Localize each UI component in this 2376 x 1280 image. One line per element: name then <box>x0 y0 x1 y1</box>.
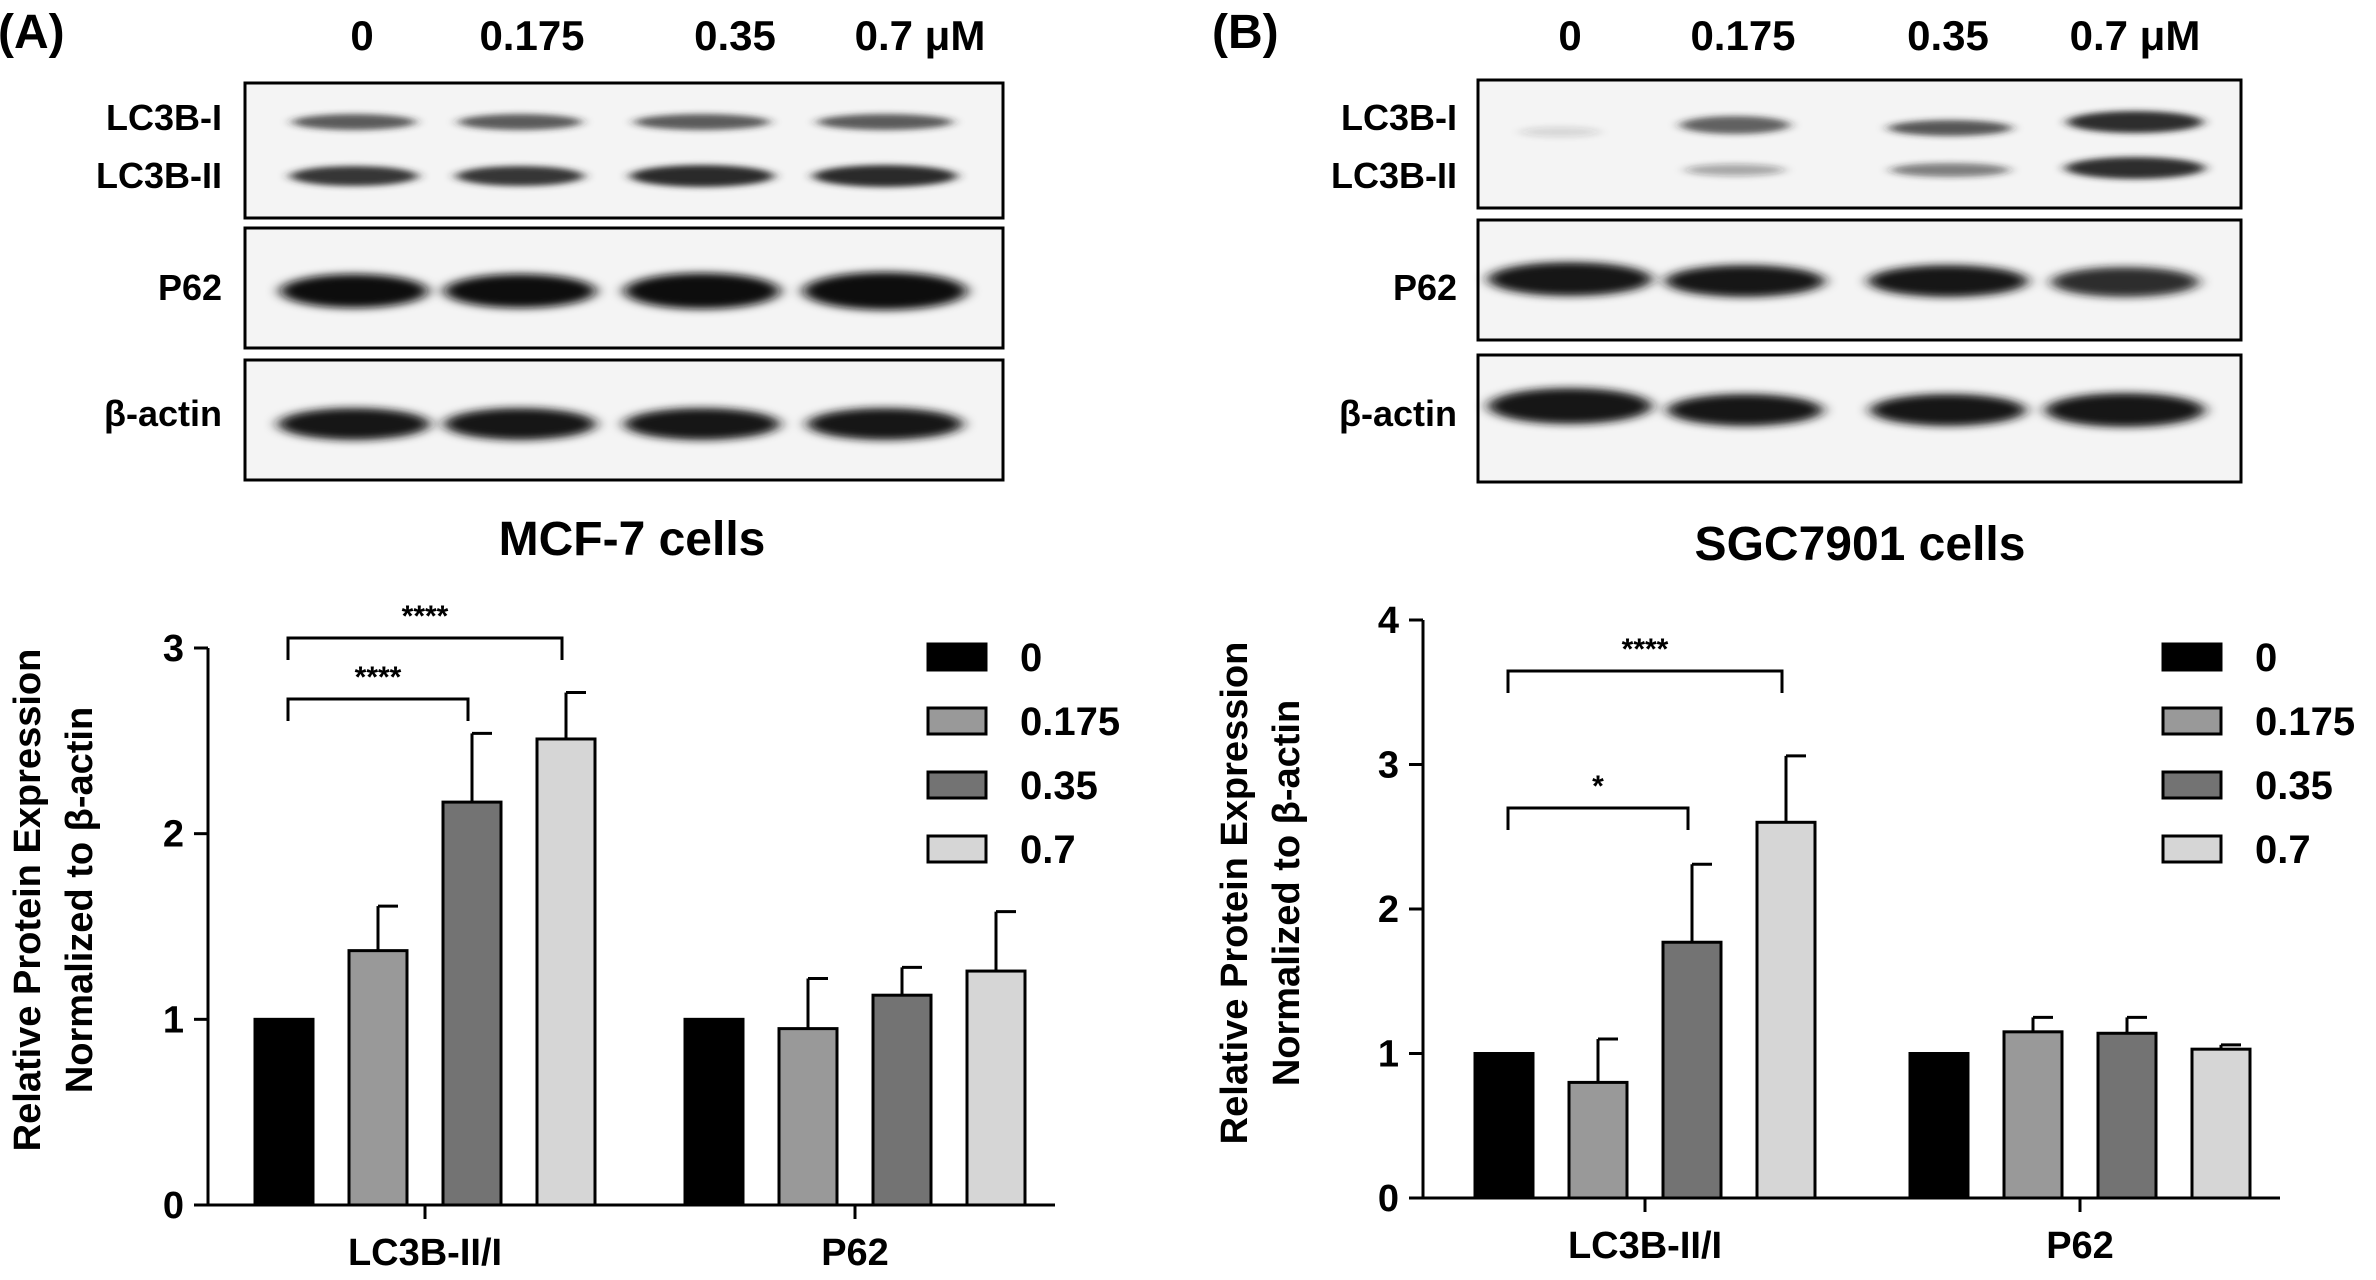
panel-a-bar-lc3biii-0 <box>253 1017 315 1207</box>
panel-a-significance-bracket <box>286 636 564 660</box>
panel-a-label-lc3bi: LC3B-I <box>106 97 222 138</box>
panel-a-legend-swatch-0_7 <box>926 834 988 864</box>
panel-b-significance-bracket <box>1506 669 1784 693</box>
panel-b-lc3b-blot <box>1476 78 2243 210</box>
panel-b-bar-p62-0_35 <box>2096 1031 2158 1200</box>
panel-b-xtick-label: LC3B-II/I <box>1568 1225 1722 1267</box>
panel-b-ytick-label: 4 <box>1378 600 1399 642</box>
panel-a-significance-bracket <box>286 697 470 721</box>
panel-b-conc-3: 0.7 μM <box>2070 12 2201 59</box>
panel-b-label-lc3bii: LC3B-II <box>1331 155 1457 196</box>
panel-b-legend-label: 0.175 <box>2255 700 2355 744</box>
panel-b-bar-p62-0_175 <box>2002 1030 2064 1200</box>
panel-b-significance-label: * <box>1592 770 1604 803</box>
panel-a-label-p62: P62 <box>158 267 222 308</box>
panel-b-label-actin: β-actin <box>1339 393 1457 434</box>
panel-b-bar-p62-0_7 <box>2190 1047 2252 1200</box>
panel-a-legend-swatch-0 <box>926 642 988 672</box>
panel-b-conc-2: 0.35 <box>1907 12 1989 59</box>
panel-b-significance-label: **** <box>1622 633 1669 666</box>
panel-b-title: SGC7901 cells <box>1695 518 2026 571</box>
panel-a-actin-blot <box>243 358 1005 482</box>
panel-b-blot: (B) 0 0.175 0.35 0.7 μM LC3B-I LC3B-II P… <box>1212 6 2243 484</box>
panel-b-xtick-label: P62 <box>2046 1225 2114 1267</box>
panel-b-ylabel-line2: Normalized to β-actin <box>1266 700 1308 1086</box>
panel-a-bar-chart: 0 1 2 3 LC3B-II/I P62 ******** 0 0.175 0.35 0.7 <box>163 600 1120 1274</box>
panel-a-xtick-label: P62 <box>821 1232 889 1274</box>
panel-b-bar-lc3biii-0_175 <box>1567 1080 1629 1200</box>
panel-a-label-lc3bii: LC3B-II <box>96 155 222 196</box>
panel-a-significance-label: **** <box>355 661 402 694</box>
panel-a-bar-p62-0_175 <box>777 1027 839 1207</box>
panel-b-ytick-label: 0 <box>1378 1178 1399 1220</box>
panel-a-bar-lc3biii-0_7 <box>535 737 597 1207</box>
panel-a-conc-2: 0.35 <box>694 12 776 59</box>
panel-a-ytick-label: 2 <box>163 814 184 856</box>
panel-b-bar-lc3biii-0 <box>1473 1052 1535 1200</box>
panel-b-ytick-label: 2 <box>1378 889 1399 931</box>
panel-b-legend-swatch-0_35 <box>2161 770 2223 800</box>
panel-a-conc-0: 0 <box>350 12 373 59</box>
panel-a-p62-blot <box>243 226 1005 350</box>
panel-a-bar-p62-0_7 <box>965 969 1027 1207</box>
panel-b-conc-0: 0 <box>1558 12 1581 59</box>
panel-b-legend-swatch-0_175 <box>2161 706 2223 736</box>
panel-b-ytick-label: 3 <box>1378 745 1399 787</box>
panel-b-bar-lc3biii-0_35 <box>1661 940 1723 1200</box>
panel-a-ytick-label: 0 <box>163 1185 184 1227</box>
panel-a-legend-swatch-0_175 <box>926 706 988 736</box>
panel-a-ylabel: Relative Protein Expression Normalized t… <box>7 649 101 1152</box>
panel-a-legend-swatch-0_35 <box>926 770 988 800</box>
panel-b-bar-lc3biii-0_7 <box>1755 820 1817 1200</box>
panel-b-legend-swatch-0_7 <box>2161 834 2223 864</box>
panel-a-bar-lc3biii-0_175 <box>347 949 409 1207</box>
panel-b-bar-p62-0 <box>1908 1052 1970 1200</box>
panel-b-label-lc3bi: LC3B-I <box>1341 97 1457 138</box>
panel-a-bar-lc3biii-0_35 <box>441 800 503 1207</box>
panel-a-conc-3: 0.7 μM <box>855 12 986 59</box>
panel-a-bar-p62-0 <box>683 1017 745 1207</box>
panel-a-label: (A) <box>0 6 65 59</box>
panel-a-legend-label: 0 <box>1020 636 1042 680</box>
panel-a-blot: (A) 0 0.175 0.35 0.7 μM LC3B-I LC3B-II P… <box>0 6 1005 482</box>
panel-b-ylabel-line1: Relative Protein Expression <box>1214 642 1256 1145</box>
panel-a-lc3b-blot <box>243 81 1005 220</box>
panel-a-legend-label: 0.7 <box>1020 828 1076 872</box>
panel-b-actin-blot <box>1476 353 2243 484</box>
panel-a-ylabel-line2: Normalized to β-actin <box>59 707 101 1093</box>
panel-a-significance-label: **** <box>402 600 449 633</box>
panel-a-ytick-label: 3 <box>163 628 184 670</box>
panel-b-legend-label: 0.7 <box>2255 828 2311 872</box>
panel-b-label-p62: P62 <box>1393 267 1457 308</box>
panel-b-legend-label: 0 <box>2255 636 2277 680</box>
panel-b-p62-blot <box>1476 218 2243 342</box>
panel-b-ylabel: Relative Protein Expression Normalized t… <box>1214 642 1308 1145</box>
panel-b-legend-label: 0.35 <box>2255 764 2333 808</box>
panel-a-ylabel-line1: Relative Protein Expression <box>7 649 49 1152</box>
panel-a-ytick-label: 1 <box>163 999 184 1041</box>
panel-b-significance-bracket <box>1506 806 1690 830</box>
panel-a-title: MCF-7 cells <box>499 513 766 566</box>
panel-b-label: (B) <box>1212 6 1279 59</box>
panel-a-bar-p62-0_35 <box>871 993 933 1207</box>
panel-b-conc-1: 0.175 <box>1690 12 1795 59</box>
panel-a-xtick-label: LC3B-II/I <box>348 1232 502 1274</box>
panel-b-legend-swatch-0 <box>2161 642 2223 672</box>
panel-a-label-actin: β-actin <box>104 393 222 434</box>
panel-b-ytick-label: 1 <box>1378 1034 1399 1076</box>
panel-a-legend-label: 0.35 <box>1020 764 1098 808</box>
panel-a-conc-1: 0.175 <box>479 12 584 59</box>
panel-a-legend-label: 0.175 <box>1020 700 1120 744</box>
